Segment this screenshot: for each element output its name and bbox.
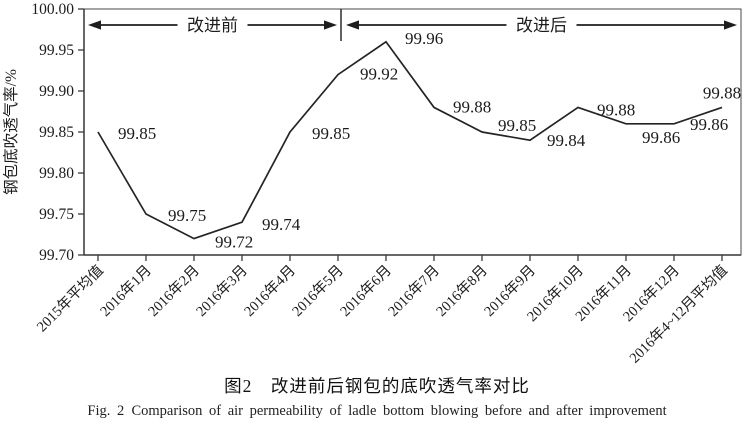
data-point-label: 99.85 [312, 124, 350, 143]
annotation-before-left-arrowhead [88, 20, 101, 30]
data-point-label: 99.74 [262, 215, 301, 234]
figure-caption-en: Fig. 2 Comparison of air permeability of… [87, 403, 667, 419]
data-point-label: 99.75 [168, 206, 206, 225]
data-point-label: 99.72 [215, 233, 253, 252]
data-point-label: 99.88 [597, 100, 635, 119]
permeability-line-chart: 100.00 99.95 99.90 99.85 99.80 99.75 99.70 钢包底吹… [2, 1, 742, 366]
annotation-after-label: 改进后 [516, 16, 567, 35]
y-axis-tick-label: 99.95 [39, 42, 74, 59]
x-axis-tick-label: 2016年6月 [337, 262, 395, 320]
data-point-label: 99.86 [690, 115, 728, 134]
data-point-label: 99.96 [405, 29, 443, 48]
x-axis-tick-label: 2016年3月 [193, 262, 251, 320]
data-point-label: 99.92 [360, 65, 398, 84]
y-axis-tick-label: 99.80 [39, 165, 74, 182]
annotation-before-label: 改进前 [187, 16, 238, 35]
x-axis-tick-label: 2016年7月 [385, 262, 443, 320]
y-axis-tick-label: 99.70 [39, 247, 74, 264]
y-axis-tick-label: 99.90 [39, 83, 74, 100]
y-axis-tick-label: 99.75 [39, 206, 74, 223]
figure-caption-zh: 图2 改进前后钢包的底吹透气率对比 [224, 376, 530, 396]
data-point-label: 99.85 [118, 124, 156, 143]
x-axis-tick-label: 2016年4月 [241, 262, 299, 320]
data-point-label: 99.88 [703, 83, 741, 102]
data-point-label: 99.84 [547, 131, 586, 150]
x-axis-tick-label: 2016年8月 [433, 262, 491, 320]
x-axis-tick-label: 2016年2月 [145, 262, 203, 320]
x-axis-tick-label: 2016年1月 [97, 262, 155, 320]
data-point-label: 99.86 [642, 128, 680, 147]
x-axis-tick-label: 2016年5月 [289, 262, 347, 320]
y-axis-tick-label: 99.85 [39, 124, 74, 141]
annotation-before-right-arrowhead [324, 20, 337, 30]
data-point-label: 99.85 [498, 116, 536, 135]
chart-area: 100.00 99.95 99.90 99.85 99.80 99.75 99.70 钢包底吹… [2, 1, 742, 366]
y-axis-tick-label: 100.00 [31, 1, 74, 18]
data-point-label: 99.88 [453, 97, 491, 116]
y-axis-title: 钢包底吹透气率/% [2, 69, 20, 195]
data-line [97, 40, 723, 240]
x-axis-tick-label: 2015年平均值 [33, 262, 107, 336]
annotation-after-left-arrowhead [346, 20, 359, 30]
annotation-after-right-arrowhead [724, 20, 737, 30]
